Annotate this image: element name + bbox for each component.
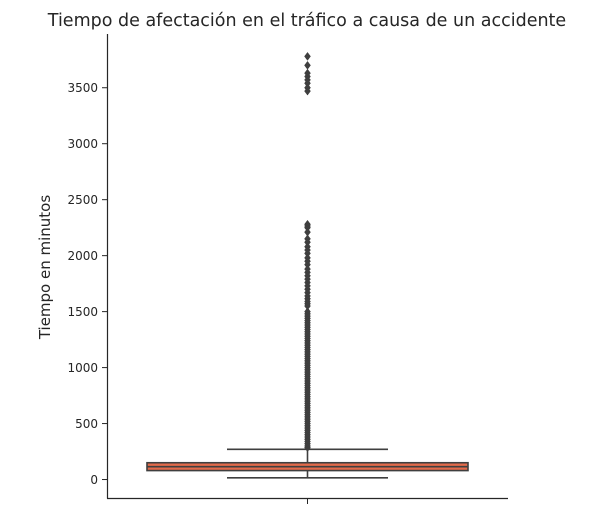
outlier-point: [304, 443, 311, 453]
y-axis: 0 500 1000 1500 2000 2500 3000 3500: [67, 81, 108, 487]
outlier-point: [304, 86, 311, 96]
y-axis-label: Tiempo en minutos: [36, 195, 54, 341]
y-tick-label: 3500: [67, 81, 98, 95]
plot-area: [146, 51, 469, 479]
y-tick-label: 2000: [67, 249, 98, 263]
y-tick-label: 500: [75, 417, 98, 431]
chart-title: Tiempo de afectación en el tráfico a cau…: [47, 11, 566, 31]
y-tick-label: 1500: [67, 305, 98, 319]
y-tick-label: 2500: [67, 193, 98, 207]
y-tick-label: 3000: [67, 137, 98, 151]
y-tick-label: 1000: [67, 361, 98, 375]
outlier-point: [304, 60, 311, 70]
outlier-point: [304, 51, 311, 61]
y-tick-label: 0: [90, 473, 98, 487]
